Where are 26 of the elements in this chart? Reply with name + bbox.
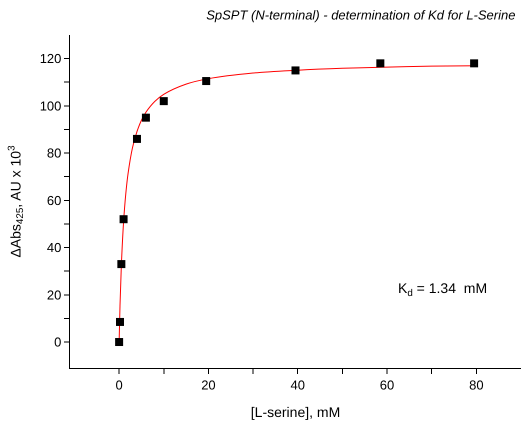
- point: [160, 97, 168, 106]
- chart-title: SpSPT (N-terminal) - determination of Kd for L-Serine: [206, 8, 516, 23]
- y-tick-label: 60: [46, 192, 62, 208]
- point: [116, 318, 124, 326]
- x-axis-title: [L-serine], mM: [250, 404, 340, 420]
- point: [120, 215, 128, 224]
- point: [117, 260, 126, 268]
- point: [292, 66, 300, 74]
- y-tick-label: 0: [54, 334, 62, 350]
- y-tick-label: 120: [40, 51, 62, 66]
- x-tick-label: 80: [469, 378, 484, 393]
- point: [202, 77, 210, 86]
- x-tick-label: 20: [201, 378, 216, 393]
- x-tick-label: 60: [380, 378, 394, 393]
- y-tick-label: 100: [40, 98, 62, 114]
- y-tick-label: 20: [46, 287, 62, 302]
- y-tick-label: 80: [46, 146, 62, 161]
- point: [142, 114, 150, 122]
- point: [376, 59, 384, 68]
- x-tick-label: 0: [116, 378, 123, 393]
- annotation: K$_{d}$ = 1.34 mM: [398, 280, 488, 299]
- point: [470, 59, 478, 68]
- x-tick-label: 40: [290, 378, 305, 393]
- y-tick-label: 40: [46, 240, 62, 256]
- point: [115, 338, 124, 346]
- point: [132, 134, 141, 143]
